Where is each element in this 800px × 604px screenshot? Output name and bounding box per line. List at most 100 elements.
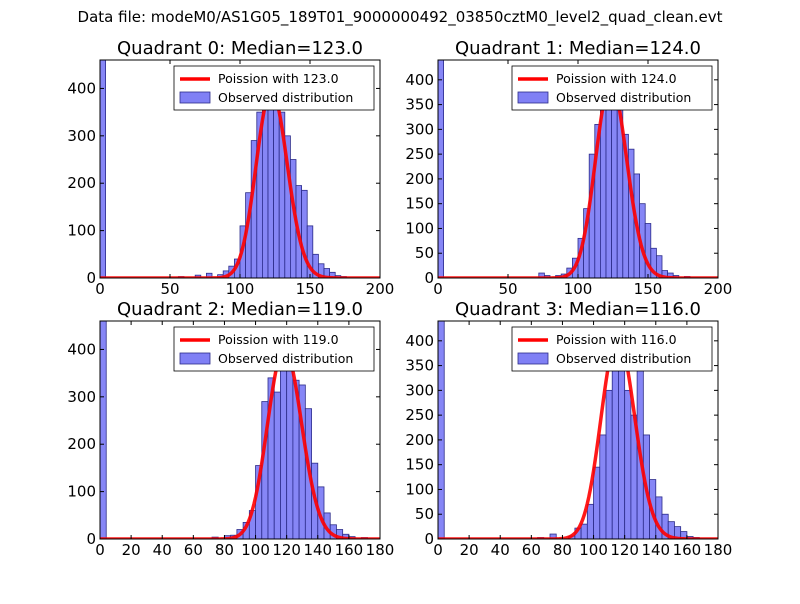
panel-title: Quadrant 0: Median=123.0	[117, 38, 363, 59]
y-tick-label: 250	[405, 406, 434, 424]
histogram-bars	[100, 321, 368, 539]
x-tick-label: 200	[704, 280, 733, 298]
y-tick-label: 350	[405, 357, 434, 375]
y-tick-label: 0	[86, 269, 96, 287]
y-tick-label: 100	[405, 480, 434, 498]
legend-label-observed: Observed distribution	[556, 90, 691, 105]
poisson-curve	[438, 335, 718, 539]
x-tick-label: 20	[122, 541, 141, 559]
y-tick-label: 150	[405, 456, 434, 474]
x-tick-label: 0	[433, 541, 443, 559]
histogram-bar	[593, 466, 601, 539]
x-tick-label: 180	[704, 541, 733, 559]
y-tick-label: 100	[405, 219, 434, 237]
y-tick-label: 400	[67, 340, 96, 358]
legend-label-poisson: Poission with 119.0	[218, 332, 339, 347]
y-tick-label: 300	[67, 127, 96, 145]
x-tick-label: 40	[491, 541, 510, 559]
legend-swatch-bar	[517, 91, 549, 104]
x-tick-label: 150	[296, 280, 325, 298]
histogram-bar	[624, 389, 632, 539]
x-tick-label: 50	[160, 280, 179, 298]
legend-label-poisson: Poission with 123.0	[218, 71, 339, 86]
y-tick-label: 200	[405, 170, 434, 188]
y-tick-label: 150	[405, 195, 434, 213]
x-tick-label: 120	[610, 541, 639, 559]
histogram-bar	[306, 225, 314, 278]
panel-quadrant-3: Quadrant 3: Median=116.00 20 40 60 80 100 120 1…	[405, 299, 732, 559]
y-tick-label: 100	[67, 483, 96, 501]
y-tick-label: 0	[424, 530, 434, 548]
histogram-bar	[301, 189, 308, 278]
x-tick-label: 60	[522, 541, 541, 559]
y-tick-label: 50	[415, 505, 434, 523]
histogram-bar	[329, 271, 336, 278]
y-tick-label: 0	[86, 530, 96, 548]
axes-frame	[99, 320, 381, 540]
y-tick-label: 300	[405, 381, 434, 399]
y-tick-label: 300	[67, 388, 96, 406]
poisson-curve	[100, 346, 380, 539]
x-tick-label: 0	[95, 280, 105, 298]
x-tick-label: 20	[460, 541, 479, 559]
x-tick-label: 80	[215, 541, 234, 559]
x-tick-label: 100	[564, 280, 593, 298]
axes-frame	[437, 320, 719, 540]
x-tick-label: 60	[184, 541, 203, 559]
x-tick-label: 180	[366, 541, 395, 559]
legend-swatch-bar	[179, 352, 211, 365]
legend: Poission with 124.0 Observed distribution	[511, 65, 713, 111]
legend: Poission with 116.0 Observed distribution	[511, 326, 713, 372]
y-tick-label: 200	[67, 174, 96, 192]
y-tick-label: 100	[67, 222, 96, 240]
histogram-bar	[599, 434, 607, 539]
y-tick-label: 50	[415, 244, 434, 262]
y-tick-label: 400	[405, 71, 434, 89]
panel-quadrant-1: Quadrant 1: Median=124.0 0 50 100 150 200 0 50 1…	[405, 38, 732, 298]
x-tick-label: 160	[335, 541, 364, 559]
legend-label-observed: Observed distribution	[556, 351, 691, 366]
y-tick-label: 400	[405, 332, 434, 350]
x-tick-label: 200	[366, 280, 395, 298]
legend-swatch-bar	[179, 91, 211, 104]
histogram-bar	[273, 391, 281, 539]
histogram-bar	[549, 533, 557, 539]
panel-title: Quadrant 2: Median=119.0	[117, 299, 363, 320]
x-tick-label: 0	[433, 280, 443, 298]
legend-label-poisson: Poission with 124.0	[556, 71, 677, 86]
x-tick-label: 0	[95, 541, 105, 559]
y-tick-label: 200	[405, 431, 434, 449]
y-tick-label: 0	[424, 269, 434, 287]
x-tick-label: 100	[226, 280, 255, 298]
panel-quadrant-0: Quadrant 0: Median=123.0 0 50 100 150 200 0 100…	[67, 38, 394, 298]
y-tick-label: 250	[405, 145, 434, 163]
x-tick-label: 140	[303, 541, 332, 559]
x-tick-label: 140	[641, 541, 670, 559]
panel-quadrant-2: Quadrant 2: Median=119.00 20 40 60 80 100 120 1…	[67, 299, 394, 559]
histogram-bar	[580, 523, 588, 539]
histogram-bar	[655, 496, 663, 539]
histogram-bar	[100, 60, 106, 278]
x-tick-label: 120	[272, 541, 301, 559]
panel-title: Quadrant 3: Median=116.0	[455, 299, 701, 320]
legend-swatch-bar	[517, 352, 549, 365]
legend-label-observed: Observed distribution	[218, 351, 353, 366]
histogram-bar	[100, 321, 107, 539]
histogram-bars	[100, 60, 347, 278]
y-tick-label: 300	[405, 120, 434, 138]
x-tick-label: 160	[673, 541, 702, 559]
legend: Poission with 119.0 Observed distribution	[173, 326, 375, 372]
histogram-bar	[438, 60, 444, 278]
y-tick-label: 200	[67, 435, 96, 453]
x-tick-label: 50	[498, 280, 517, 298]
legend-label-observed: Observed distribution	[218, 90, 353, 105]
legend: Poission with 123.0 Observed distribution	[173, 65, 375, 111]
x-tick-label: 40	[153, 541, 172, 559]
histogram-bar	[438, 321, 445, 539]
panel-title: Quadrant 1: Median=124.0	[455, 38, 701, 59]
x-tick-label: 100	[579, 541, 608, 559]
y-tick-label: 400	[67, 79, 96, 97]
x-tick-label: 150	[634, 280, 663, 298]
